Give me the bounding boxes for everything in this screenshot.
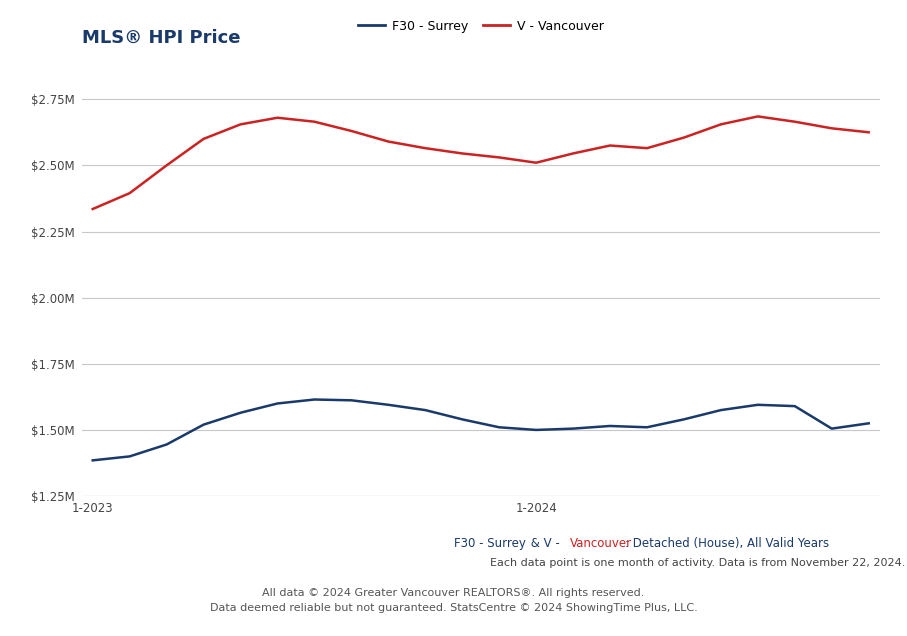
Text: : Detached (House), All Valid Years: : Detached (House), All Valid Years — [626, 537, 830, 550]
Legend: F30 - Surrey, V - Vancouver: F30 - Surrey, V - Vancouver — [353, 15, 609, 38]
Text: Each data point is one month of activity. Data is from November 22, 2024.: Each data point is one month of activity… — [490, 558, 905, 569]
Text: MLS® HPI Price: MLS® HPI Price — [82, 29, 240, 46]
Text: & V -: & V - — [527, 537, 563, 550]
Text: Vancouver: Vancouver — [571, 537, 632, 550]
Text: All data © 2024 Greater Vancouver REALTORS®. All rights reserved.: All data © 2024 Greater Vancouver REALTO… — [262, 588, 645, 598]
Text: Data deemed reliable but not guaranteed. StatsCentre © 2024 ShowingTime Plus, LL: Data deemed reliable but not guaranteed.… — [210, 603, 697, 613]
Text: F30 - Surrey: F30 - Surrey — [454, 537, 525, 550]
